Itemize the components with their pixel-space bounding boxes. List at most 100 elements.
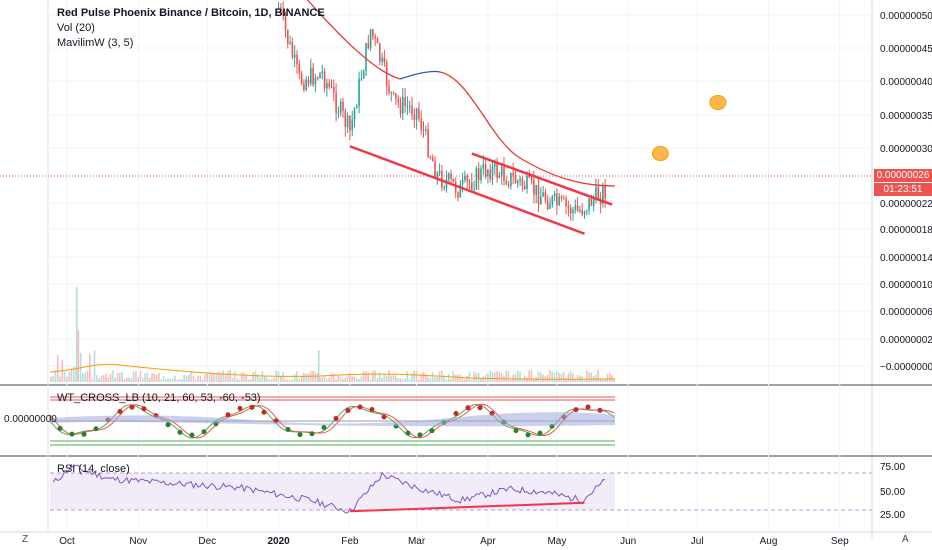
volume-bar: [551, 371, 553, 382]
volume-bar: [457, 374, 459, 382]
volume-bar: [599, 378, 602, 382]
wt-cross-dot: [513, 428, 519, 434]
volume-bar: [337, 375, 340, 382]
wt-cross-dot: [345, 408, 351, 414]
candle-body: [323, 71, 326, 89]
volume-bar: [473, 371, 475, 382]
volume-bar: [171, 378, 174, 382]
volume-bar: [326, 379, 328, 382]
candle-body: [303, 83, 305, 90]
volume-bar: [316, 373, 319, 382]
volume-bar: [227, 370, 229, 382]
candle-body: [374, 36, 376, 39]
volume-bar: [576, 374, 579, 382]
volume-bar: [160, 379, 162, 382]
volume-bar: [475, 372, 478, 382]
candle-body: [450, 173, 452, 179]
volume-bar: [93, 350, 96, 382]
volume-bar: [151, 373, 153, 382]
candle-body: [339, 101, 342, 113]
wt-cross-dot: [321, 425, 327, 431]
volume-bar: [480, 378, 482, 382]
wt-cross-dot: [117, 408, 123, 414]
volume-bar: [300, 376, 303, 382]
volume-bar: [498, 371, 501, 382]
candle-body: [530, 177, 533, 181]
volume-bar: [229, 370, 231, 382]
candle-body: [579, 209, 581, 212]
volume-bar: [77, 330, 80, 382]
wt-cross-dot: [189, 432, 195, 438]
wt2-line: [49, 403, 615, 439]
volume-bar: [178, 378, 181, 382]
volume-bar: [342, 378, 344, 382]
volume-bar: [213, 373, 215, 382]
candle-body: [505, 181, 508, 185]
auto-scale-button[interactable]: A: [902, 534, 909, 545]
volume-bar: [222, 370, 225, 382]
candle-body: [342, 101, 344, 111]
y-tick-label: 0.00000040: [880, 77, 932, 88]
volume-bar: [415, 370, 418, 382]
rsi-y-tick-label: 25.00: [880, 510, 905, 521]
volume-bar: [335, 379, 337, 382]
volume-bar: [286, 379, 289, 382]
candle-body: [436, 172, 439, 179]
candle-body: [556, 193, 558, 206]
volume-bar: [234, 371, 236, 382]
volume-bar: [374, 370, 376, 382]
volume-bar: [372, 370, 374, 382]
candle-body: [431, 157, 434, 162]
candle-body: [514, 176, 517, 184]
volume-bar: [270, 378, 273, 382]
volume-bar: [176, 379, 179, 382]
volume-bar: [549, 370, 551, 382]
volume-bar: [346, 375, 349, 382]
candle-body: [335, 92, 337, 113]
candle-body: [372, 29, 374, 37]
volume-bar: [137, 377, 139, 382]
candle-body: [565, 198, 567, 206]
wt-cross-dot: [333, 415, 339, 421]
volume-bar: [319, 377, 321, 382]
candle-body: [438, 170, 441, 173]
candle-body: [471, 182, 473, 190]
volume-bar: [236, 378, 238, 382]
candle-body: [293, 54, 296, 58]
wt-cross-dot: [537, 430, 543, 436]
wt-histogram: [50, 412, 615, 427]
y-tick-label: 0.00000014: [880, 253, 932, 264]
volume-bar: [318, 350, 320, 382]
candle-body: [482, 164, 485, 169]
volume-bar: [174, 375, 176, 382]
volume-bar: [73, 366, 75, 382]
candle-body: [604, 185, 606, 199]
candle-body: [576, 205, 579, 212]
volume-bar: [192, 375, 195, 382]
candle-body: [512, 172, 514, 177]
volume-bar: [119, 372, 121, 382]
volume-bar: [560, 373, 563, 382]
wt-cross-dot: [357, 404, 363, 410]
wt-cross-dot: [165, 422, 171, 428]
candle-body: [581, 209, 583, 215]
volume-bar: [121, 371, 123, 382]
candle-body: [282, 10, 284, 15]
candle-body: [356, 106, 358, 109]
volume-bar: [181, 379, 183, 382]
volume-bar: [84, 372, 87, 382]
log-scale-button[interactable]: Z: [22, 534, 29, 545]
wt-cross-dot: [69, 431, 75, 437]
volume-bar: [201, 379, 204, 382]
candle-body: [376, 38, 379, 44]
candle-body: [448, 173, 450, 180]
volume-bar: [220, 373, 222, 382]
volume-bar: [215, 373, 218, 382]
volume-bar: [399, 378, 402, 382]
candle-body: [592, 199, 595, 206]
candle-body: [326, 82, 328, 89]
volume-bar: [365, 371, 367, 382]
y-tick-label: 0.00000035: [880, 111, 932, 122]
wt-cross-dot: [177, 429, 183, 435]
